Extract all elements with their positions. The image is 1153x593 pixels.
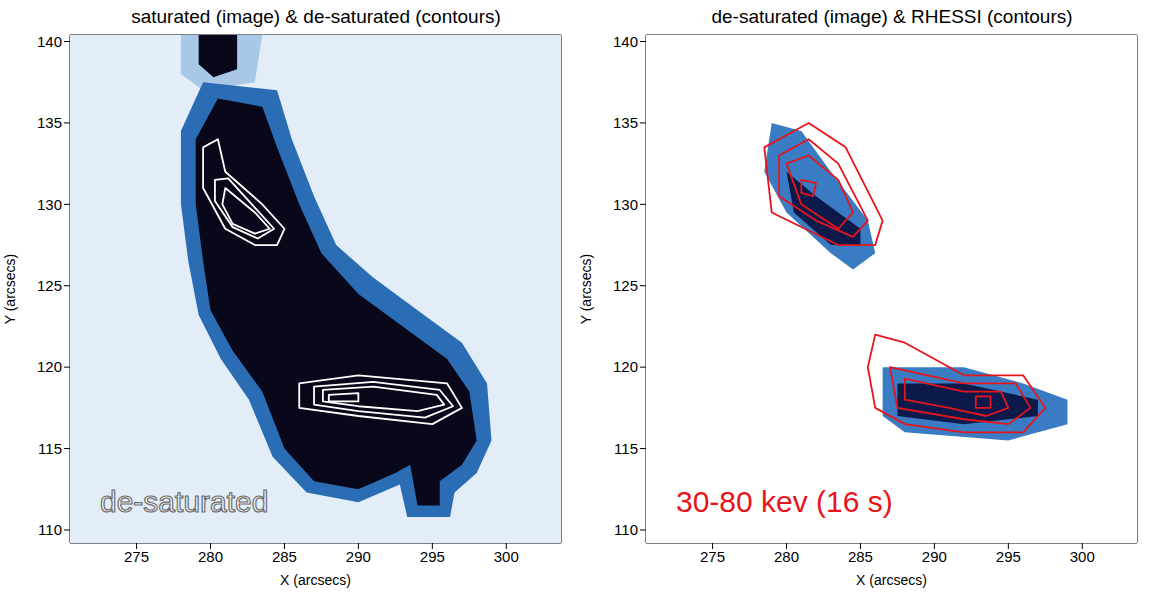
svg-text:290: 290 (346, 548, 371, 565)
svg-text:X (arcsecs): X (arcsecs) (280, 572, 351, 588)
svg-text:300: 300 (494, 548, 519, 565)
html-text:30-80 kev (16 s): 30-80 kev (16 s) (676, 485, 893, 518)
svg-text:110: 110 (614, 521, 638, 538)
svg-text:275: 275 (700, 548, 725, 565)
svg-text:X (arcsecs): X (arcsecs) (856, 572, 927, 588)
svg-text:120: 120 (613, 358, 638, 375)
svg-text:280: 280 (198, 548, 223, 565)
svg-text:300: 300 (1070, 548, 1095, 565)
html-text:saturated (image) & de-saturat: saturated (image) & de-saturated (contou… (131, 6, 501, 27)
svg-text:280: 280 (774, 548, 799, 565)
svg-text:125: 125 (613, 277, 638, 294)
svg-text:130: 130 (613, 196, 638, 213)
html-text:de-saturated (image) & RHESSI: de-saturated (image) & RHESSI (contours) (711, 6, 1073, 27)
svg-text:135: 135 (613, 114, 638, 131)
svg-text:Y (arcsecs): Y (arcsecs) (2, 254, 18, 325)
svg-text:120: 120 (37, 358, 62, 375)
svg-text:135: 135 (37, 114, 62, 131)
svg-text:295: 295 (996, 548, 1021, 565)
svg-text:125: 125 (37, 277, 62, 294)
svg-text:290: 290 (922, 548, 947, 565)
svg-text:130: 130 (37, 196, 62, 213)
html-text:de-saturated: de-saturated (100, 485, 269, 518)
svg-text:Y (arcsecs): Y (arcsecs) (578, 254, 594, 325)
svg-text:140: 140 (613, 33, 638, 50)
svg-text:295: 295 (420, 548, 445, 565)
svg-text:285: 285 (848, 548, 873, 565)
svg-text:115: 115 (614, 440, 638, 457)
svg-text:285: 285 (272, 548, 297, 565)
svg-text:275: 275 (124, 548, 149, 565)
svg-text:140: 140 (37, 33, 62, 50)
svg-text:115: 115 (38, 440, 62, 457)
svg-text:110: 110 (38, 521, 62, 538)
